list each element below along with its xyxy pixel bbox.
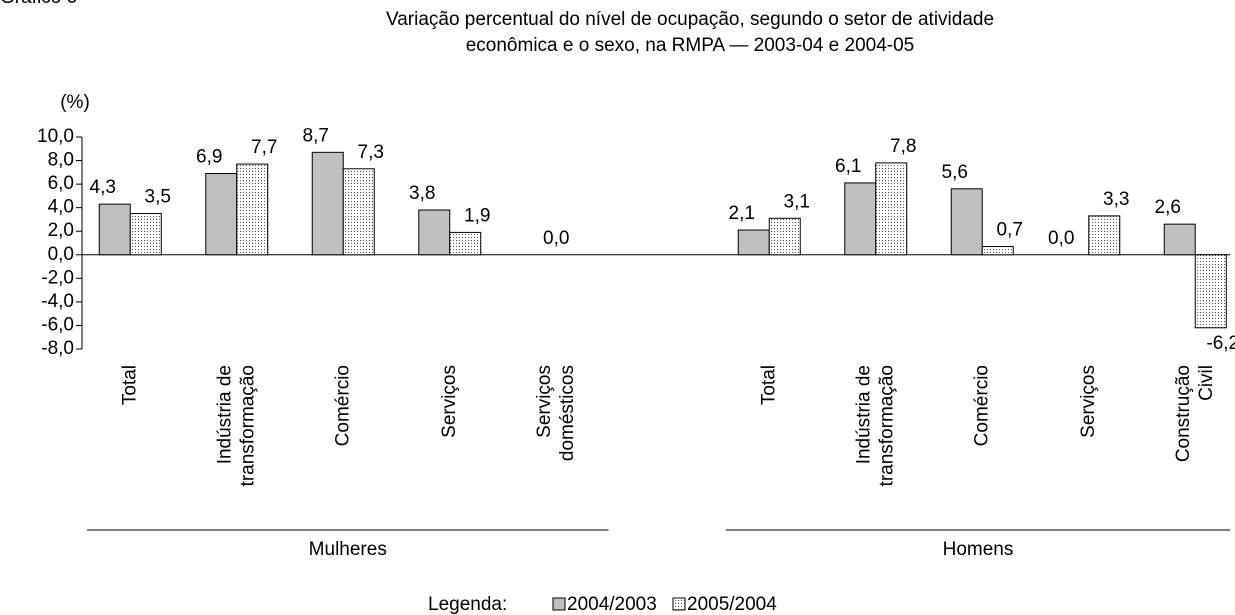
value-label: 4,3 bbox=[90, 177, 116, 198]
bar bbox=[875, 162, 908, 256]
legend-title: Legenda: bbox=[428, 594, 507, 615]
bar bbox=[205, 173, 238, 256]
value-label: 5,6 bbox=[942, 162, 968, 183]
x-tick-label: Indústria de bbox=[853, 365, 874, 464]
x-tick-label: transformação bbox=[237, 365, 258, 486]
legend-label: 2004/2003 bbox=[567, 594, 657, 615]
x-tick-label: Total bbox=[119, 365, 140, 405]
value-label: 3,5 bbox=[145, 187, 171, 208]
x-tick-label: Serviços bbox=[1078, 365, 1099, 438]
bar bbox=[1163, 223, 1196, 256]
y-tick-label: -2,0 bbox=[41, 267, 74, 288]
bar bbox=[737, 229, 770, 256]
x-tick-label: Comércio bbox=[332, 365, 353, 446]
y-tick-label: 10,0 bbox=[37, 126, 74, 147]
y-axis-label: (%) bbox=[60, 92, 90, 113]
value-label: 6,9 bbox=[196, 147, 222, 168]
value-label: 3,8 bbox=[409, 183, 435, 204]
y-tick-label: 8,0 bbox=[48, 150, 74, 171]
value-label: 7,8 bbox=[890, 136, 916, 157]
legend-label: 2005/2004 bbox=[687, 594, 777, 615]
value-label: 7,3 bbox=[358, 142, 384, 163]
legend-swatch bbox=[552, 597, 566, 611]
x-tick-label: transformação bbox=[876, 365, 897, 486]
x-tick-label: Comércio bbox=[971, 365, 992, 446]
x-tick-label: Indústria de bbox=[214, 365, 235, 464]
value-label: 2,6 bbox=[1155, 197, 1181, 218]
y-tick-label: 4,0 bbox=[48, 197, 74, 218]
legend-swatch bbox=[672, 597, 686, 611]
value-label: 7,7 bbox=[251, 137, 277, 158]
chart-title: econômica e o sexo, na RMPA — 2003-04 e … bbox=[466, 35, 915, 56]
bar bbox=[981, 246, 1014, 256]
chart-title: Variação percentual do nível de ocupação… bbox=[386, 9, 994, 30]
x-tick-label: Construção bbox=[1173, 365, 1194, 462]
x-tick-label: Serviços bbox=[439, 365, 460, 438]
y-tick-label: -4,0 bbox=[41, 291, 74, 312]
figure-label: Gráfico 6 bbox=[0, 0, 77, 8]
x-tick-label: Civil bbox=[1196, 365, 1217, 401]
bar bbox=[311, 151, 344, 256]
value-label: 3,3 bbox=[1103, 189, 1129, 210]
group-label: Mulheres bbox=[309, 539, 387, 560]
value-label: 3,1 bbox=[784, 191, 810, 212]
y-tick-label: 0,0 bbox=[48, 244, 74, 265]
value-label: 0,0 bbox=[1048, 228, 1074, 249]
bar bbox=[768, 217, 801, 256]
value-label: 2,1 bbox=[729, 203, 755, 224]
value-label: -6,2 bbox=[1206, 333, 1235, 354]
value-label: 0,7 bbox=[997, 220, 1023, 241]
bar bbox=[129, 213, 162, 256]
group-label: Homens bbox=[943, 539, 1014, 560]
y-tick-label: -6,0 bbox=[41, 314, 74, 335]
x-tick-label: Total bbox=[758, 365, 779, 405]
bar bbox=[98, 203, 131, 256]
bar bbox=[342, 168, 375, 256]
bar bbox=[1194, 254, 1227, 329]
y-tick-label: 6,0 bbox=[48, 173, 74, 194]
bar bbox=[950, 188, 983, 256]
bar bbox=[449, 231, 482, 256]
bar bbox=[1088, 215, 1121, 256]
value-label: 1,9 bbox=[464, 205, 490, 226]
value-label: 6,1 bbox=[835, 156, 861, 177]
bar bbox=[844, 182, 877, 256]
bar bbox=[418, 209, 451, 256]
y-tick-label: -8,0 bbox=[41, 338, 74, 359]
value-label: 0,0 bbox=[543, 228, 569, 249]
value-label: 8,7 bbox=[303, 125, 329, 146]
y-tick-label: 2,0 bbox=[48, 220, 74, 241]
x-tick-label: domésticos bbox=[557, 365, 578, 461]
x-tick-label: Serviços bbox=[534, 365, 555, 438]
bar bbox=[236, 163, 269, 256]
